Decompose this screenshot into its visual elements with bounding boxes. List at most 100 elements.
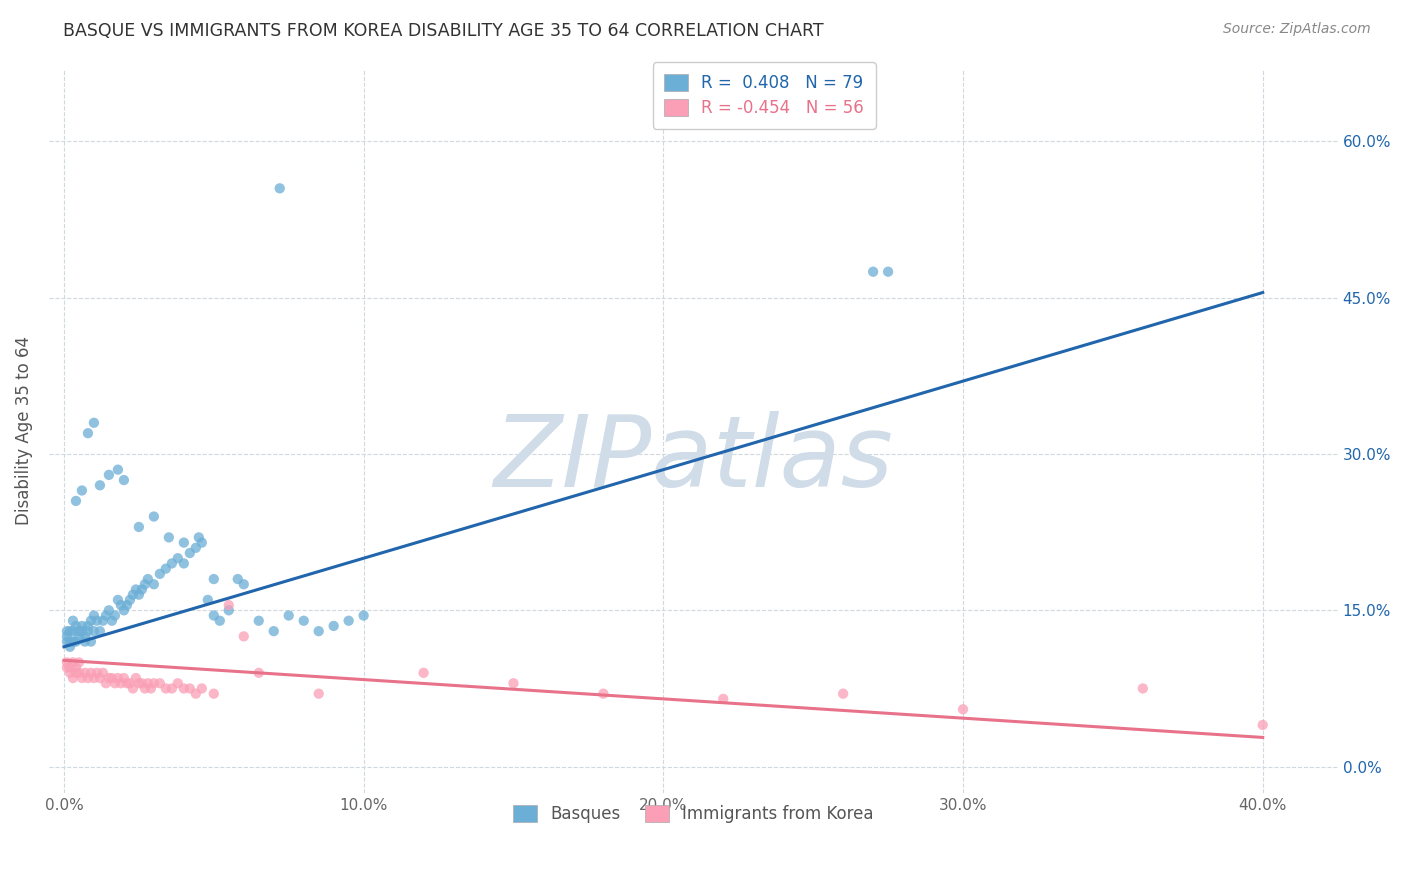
Point [110, 598, 132, 612]
Point [202, 687, 225, 701]
Point [862, 265, 884, 279]
Point [125, 582, 148, 597]
Point [59, 624, 82, 639]
Point [308, 624, 330, 639]
Point [83, 624, 105, 639]
Y-axis label: Disability Age 35 to 64: Disability Age 35 to 64 [15, 336, 32, 525]
Point [62, 634, 84, 648]
Point [128, 588, 150, 602]
Point [208, 614, 231, 628]
Point [247, 665, 270, 680]
Point [97, 671, 120, 685]
Point [122, 681, 145, 696]
Point [107, 671, 129, 685]
Point [115, 676, 138, 690]
Point [184, 541, 207, 555]
Point [91, 665, 114, 680]
Point [166, 676, 188, 690]
Point [166, 551, 188, 566]
Point [139, 681, 162, 696]
Point [173, 557, 195, 571]
Point [218, 598, 240, 612]
Point [77, 624, 100, 639]
Point [118, 593, 141, 607]
Point [112, 603, 135, 617]
Point [118, 676, 141, 690]
Point [65, 634, 87, 648]
Point [91, 614, 114, 628]
Point [73, 665, 96, 680]
Point [56, 634, 79, 648]
Point [191, 681, 214, 696]
Point [59, 640, 82, 654]
Point [65, 494, 87, 508]
Point [337, 614, 360, 628]
Point [128, 520, 150, 534]
Point [65, 665, 87, 680]
Point [67, 665, 90, 680]
Point [155, 561, 177, 575]
Point [128, 676, 150, 690]
Point [89, 671, 111, 685]
Point [77, 619, 100, 633]
Point [94, 608, 117, 623]
Point [157, 530, 180, 544]
Point [160, 681, 183, 696]
Point [134, 577, 156, 591]
Point [1132, 681, 1154, 696]
Point [70, 671, 93, 685]
Point [142, 509, 165, 524]
Point [149, 566, 172, 581]
Point [952, 702, 974, 716]
Point [73, 629, 96, 643]
Text: Source: ZipAtlas.com: Source: ZipAtlas.com [1223, 22, 1371, 37]
Point [97, 467, 120, 482]
Point [184, 687, 207, 701]
Point [232, 577, 254, 591]
Text: ZIPatlas: ZIPatlas [494, 411, 893, 508]
Point [65, 619, 87, 633]
Point [197, 593, 219, 607]
Point [115, 598, 138, 612]
Point [104, 676, 127, 690]
Point [107, 463, 129, 477]
Point [70, 619, 93, 633]
Point [62, 656, 84, 670]
Point [89, 478, 111, 492]
Point [59, 634, 82, 648]
Point [191, 535, 214, 549]
Point [322, 619, 344, 633]
Point [1251, 718, 1274, 732]
Point [131, 582, 153, 597]
Point [112, 473, 135, 487]
Point [226, 572, 249, 586]
Point [202, 608, 225, 623]
Point [86, 665, 108, 680]
Point [80, 665, 103, 680]
Point [179, 681, 201, 696]
Point [80, 614, 103, 628]
Point [70, 624, 93, 639]
Point [155, 681, 177, 696]
Point [269, 181, 291, 195]
Point [277, 608, 299, 623]
Point [56, 656, 79, 670]
Point [592, 687, 614, 701]
Point [62, 671, 84, 685]
Point [142, 676, 165, 690]
Point [131, 676, 153, 690]
Point [112, 671, 135, 685]
Point [877, 265, 900, 279]
Point [77, 671, 100, 685]
Point [173, 681, 195, 696]
Point [73, 634, 96, 648]
Point [59, 660, 82, 674]
Point [83, 416, 105, 430]
Point [80, 634, 103, 648]
Point [89, 624, 111, 639]
Point [187, 530, 209, 544]
Point [160, 557, 183, 571]
Point [86, 614, 108, 628]
Point [77, 426, 100, 441]
Point [83, 608, 105, 623]
